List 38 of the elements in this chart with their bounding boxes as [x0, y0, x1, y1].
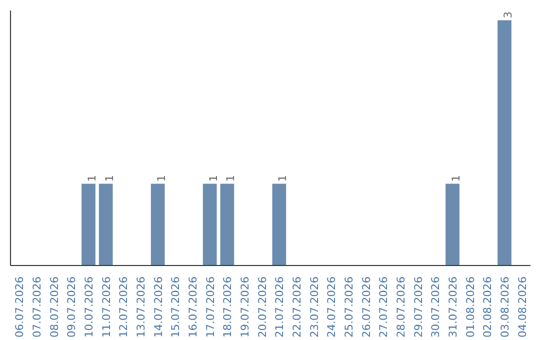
x-tick-label: 19.07.2026	[238, 276, 252, 338]
x-tick-label: 07.07.2026	[30, 276, 44, 338]
x-tick-label: 23.07.2026	[308, 276, 321, 338]
x-tick-label: 17.07.2026	[204, 276, 217, 338]
data-label: 1	[206, 174, 220, 182]
data-label: 3	[502, 12, 514, 18]
x-tick-label: 11.07.2026	[100, 276, 113, 338]
x-tick-label: 28.07.2026	[394, 276, 408, 338]
x-tick-label: 13.07.2026	[134, 276, 148, 338]
x-tick-label: 20.07.2026	[256, 276, 269, 338]
data-label: 1	[450, 174, 462, 182]
x-tick-label: 16.07.2026	[186, 276, 200, 338]
x-tick-label: 26.07.2026	[360, 276, 373, 338]
x-tick-label: 15.07.2026	[169, 276, 182, 338]
data-label: 1	[86, 174, 98, 182]
x-tick-label: 18.07.2026	[221, 276, 234, 338]
x-tick-label: 22.07.2026	[290, 276, 304, 338]
x-tick-label: 01.08.2026	[464, 276, 477, 338]
x-tick-label: 14.07.2026	[152, 276, 165, 338]
x-tick-label: 21.07.2026	[273, 276, 286, 338]
x-tick-label: 10.07.2026	[82, 276, 96, 338]
x-tick-label: 09.07.2026	[65, 276, 78, 338]
data-label: 1	[224, 174, 238, 182]
data-label: 1	[154, 174, 168, 182]
x-tick-label: 24.07.2026	[325, 276, 338, 338]
x-tick-label: 12.07.2026	[117, 276, 130, 338]
x-tick-label: 31.07.2026	[446, 276, 460, 338]
x-tick-label: 03.08.2026	[498, 276, 512, 338]
data-label: 1	[276, 174, 290, 182]
data-label: 1	[102, 174, 116, 182]
x-tick-label: 30.07.2026	[429, 276, 442, 338]
x-tick-label: 08.07.2026	[48, 276, 61, 338]
x-tick-label: 02.08.2026	[481, 276, 494, 338]
x-tick-label: 27.07.2026	[377, 276, 390, 338]
x-tick-label: 25.07.2026	[342, 276, 356, 338]
x-tick-label: 29.07.2026	[412, 276, 425, 338]
x-tick-label: 04.08.2026	[516, 276, 529, 338]
x-tick-label: 06.07.2026	[13, 276, 26, 338]
